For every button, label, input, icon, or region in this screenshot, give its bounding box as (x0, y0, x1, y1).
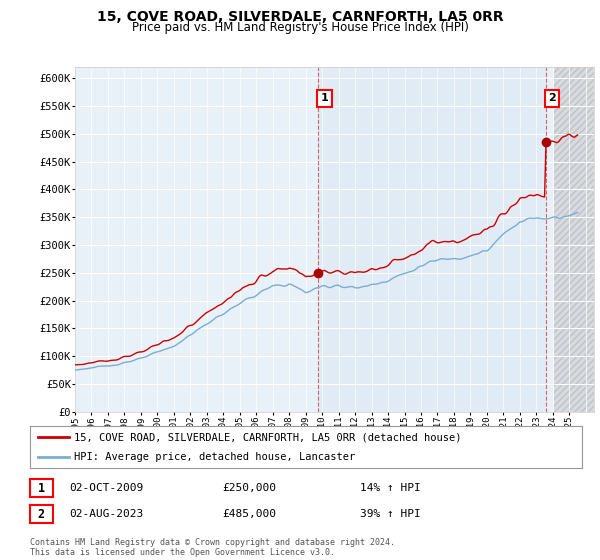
Text: £250,000: £250,000 (222, 483, 276, 493)
Text: Price paid vs. HM Land Registry's House Price Index (HPI): Price paid vs. HM Land Registry's House … (131, 21, 469, 34)
Text: 1: 1 (38, 482, 45, 495)
Text: 2: 2 (548, 93, 556, 103)
Bar (318, 67, 546, 412)
Bar (554, 67, 594, 412)
Text: 39% ↑ HPI: 39% ↑ HPI (360, 509, 421, 519)
Text: HPI: Average price, detached house, Lancaster: HPI: Average price, detached house, Lanc… (74, 452, 355, 462)
Text: 14% ↑ HPI: 14% ↑ HPI (360, 483, 421, 493)
Text: £485,000: £485,000 (222, 509, 276, 519)
Text: Contains HM Land Registry data © Crown copyright and database right 2024.
This d: Contains HM Land Registry data © Crown c… (30, 538, 395, 557)
Text: 02-OCT-2009: 02-OCT-2009 (69, 483, 143, 493)
Text: 1: 1 (320, 93, 328, 103)
Text: 15, COVE ROAD, SILVERDALE, CARNFORTH, LA5 0RR (detached house): 15, COVE ROAD, SILVERDALE, CARNFORTH, LA… (74, 432, 461, 442)
Text: 15, COVE ROAD, SILVERDALE, CARNFORTH, LA5 0RR: 15, COVE ROAD, SILVERDALE, CARNFORTH, LA… (97, 10, 503, 24)
Text: 2: 2 (38, 507, 45, 521)
Text: 02-AUG-2023: 02-AUG-2023 (69, 509, 143, 519)
